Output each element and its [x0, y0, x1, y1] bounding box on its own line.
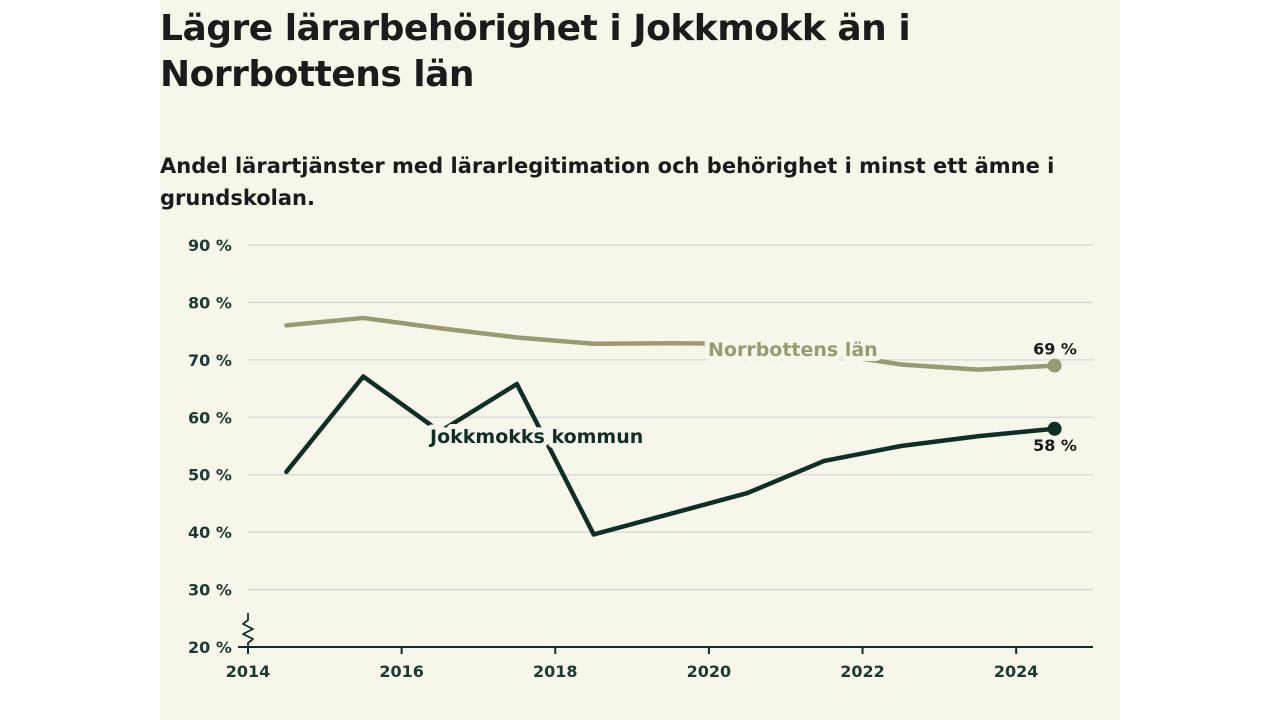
x-tick-label: 2014: [226, 662, 271, 681]
y-tick-label: 20 %: [188, 638, 232, 657]
x-tick-label: 2022: [840, 662, 885, 681]
y-tick-label: 40 %: [188, 523, 232, 542]
y-axis-ticks: 20 % 30 % 40 % 50 % 60 % 70 % 80 % 90 %: [188, 236, 254, 657]
y-tick-label: 70 %: [188, 351, 232, 370]
y-tick-label: 30 %: [188, 581, 232, 600]
end-label-norrbotten: 69 %: [1033, 340, 1077, 359]
series-labels: Norrbottens län Jokkmokks kommun 69 % 58 %: [423, 334, 1077, 455]
x-axis: 2014 2016 2018 2020 2022 2024: [226, 646, 1093, 681]
y-tick-label: 50 %: [188, 466, 232, 485]
endpoint-norrbotten: [1047, 358, 1062, 373]
x-tick-label: 2020: [687, 662, 732, 681]
series-line-norrbotten: [284, 315, 1057, 372]
x-tick-label: 2018: [533, 662, 578, 681]
series-label-jokkmokk: Jokkmokks kommun: [428, 426, 643, 448]
y-tick-label: 80 %: [188, 293, 232, 312]
chart-subtitle: Andel lärartjänster med lärarlegitimatio…: [160, 154, 1055, 210]
y-tick-label: 90 %: [188, 236, 232, 255]
chart-title: Lägre lärarbehörighet i Jokkmokk än i No…: [160, 8, 911, 95]
series-line-jokkmokk: [284, 374, 1057, 537]
x-tick-label: 2016: [379, 662, 424, 681]
gridlines: [248, 244, 1093, 591]
axis-break-icon: [242, 613, 254, 647]
x-tick-label: 2024: [994, 662, 1039, 681]
endpoint-jokkmokk: [1047, 421, 1062, 436]
y-tick-label: 60 %: [188, 408, 232, 427]
series-label-norrbotten: Norrbottens län: [708, 339, 878, 361]
series-lines: [284, 315, 1062, 537]
end-label-jokkmokk: 58 %: [1033, 436, 1077, 455]
